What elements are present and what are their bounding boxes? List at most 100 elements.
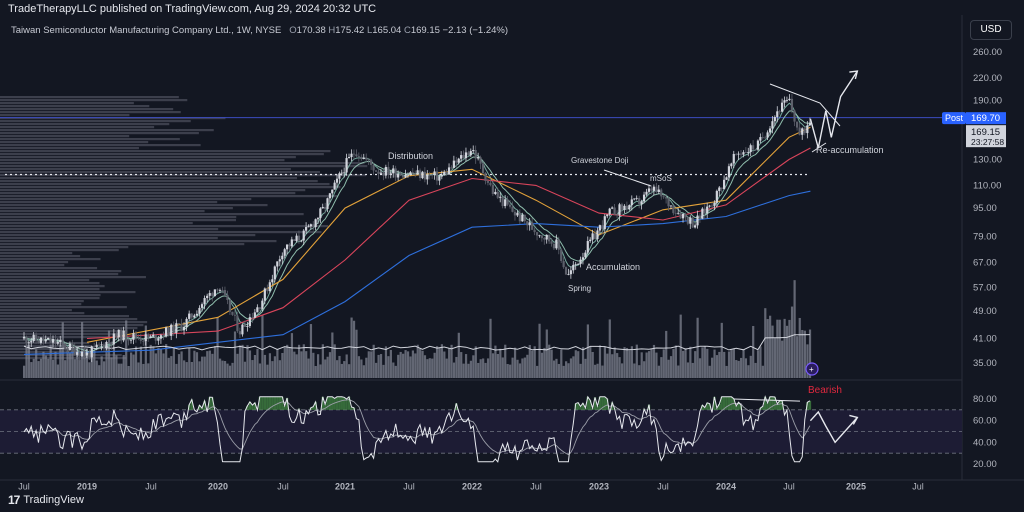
candle-body (491, 185, 494, 194)
volume-bar (120, 363, 123, 378)
candle-body (246, 326, 249, 327)
volume-profile-bar (0, 153, 324, 156)
candle-body (650, 188, 653, 191)
volume-bar (735, 360, 738, 378)
volume-bar (747, 365, 750, 378)
volume-bar (105, 344, 108, 378)
volume-profile-bar (0, 264, 65, 267)
volume-bar (581, 347, 585, 378)
wedge-trendline (769, 83, 841, 127)
volume-bar (404, 350, 407, 378)
volume-bar (720, 322, 723, 378)
volume-profile-bar (0, 210, 205, 213)
candle-body (469, 151, 472, 156)
tradingview-logo-icon: 17 (8, 493, 20, 507)
candle-body (61, 339, 64, 344)
volume-bar (399, 351, 402, 378)
volume-bar (54, 351, 57, 378)
volume-bar (536, 365, 539, 378)
publisher-line: TradeTherapyLLC published on TradingView… (8, 3, 377, 15)
time-axis-tick: 2020 (208, 481, 228, 491)
volume-bar (416, 344, 419, 378)
candle-body (295, 235, 298, 241)
volume-profile-bar (0, 99, 188, 102)
time-axis-tick: 2023 (589, 481, 609, 491)
volume-bar (509, 364, 512, 378)
volume-bar (528, 344, 531, 378)
candle-body (203, 298, 206, 305)
candle-body (457, 158, 460, 163)
volume-bar (302, 344, 305, 378)
volume-profile-bar (0, 168, 291, 171)
candle-body (238, 331, 242, 335)
price-axis-tick: 190.00 (973, 96, 1002, 107)
candle-body (579, 259, 582, 265)
time-axis-tick: 2019 (77, 481, 97, 491)
candle-body (720, 187, 723, 189)
volume-bar (198, 361, 201, 378)
candle-body (776, 111, 779, 118)
candle-body (479, 157, 482, 164)
tradingview-brand[interactable]: 17 TradingView (8, 493, 84, 507)
volume-profile-bar (0, 195, 338, 198)
volume-ma-line (23, 334, 810, 351)
candle-body (608, 208, 611, 215)
volume-profile-bar (0, 96, 179, 99)
candle-body (460, 155, 463, 159)
candle-body (134, 333, 138, 338)
volume-profile-bar (0, 246, 129, 249)
last-price-badge (966, 125, 1006, 148)
volume-profile-bar (0, 294, 101, 297)
volume-bar (543, 347, 546, 378)
volume-bar (183, 360, 186, 378)
reaccumulation-pointer (811, 142, 827, 153)
candle-body (350, 153, 353, 158)
candle-body (154, 334, 157, 341)
candle-body (438, 176, 441, 181)
candle-body (288, 244, 291, 247)
candle-body (253, 312, 256, 318)
candle-body (374, 170, 378, 172)
candle-body (362, 157, 365, 159)
volume-bar (93, 349, 96, 378)
volume-profile-bar (0, 261, 69, 264)
candle-body (233, 314, 237, 316)
volume-bar (246, 345, 249, 378)
candle-body (83, 351, 86, 356)
price-axis-tick: 67.00 (973, 257, 997, 268)
volume-bar (638, 365, 641, 378)
candle-body (703, 208, 706, 214)
rsi-axis-tick: 40.00 (973, 437, 997, 448)
volume-bar (137, 362, 140, 378)
candle-body (256, 307, 259, 313)
event-marker-icon[interactable] (805, 362, 819, 376)
time-axis-tick: Jul (403, 481, 415, 491)
volume-bar (394, 365, 397, 378)
candle-body (343, 172, 346, 174)
candle-body (560, 249, 563, 262)
volume-profile-bar (0, 183, 330, 186)
volume-bar (175, 363, 178, 378)
symbol-name: Taiwan Semiconductor Manufacturing Compa… (11, 25, 282, 36)
volume-bar (276, 348, 279, 378)
currency-button[interactable]: USD (970, 20, 1012, 40)
time-axis-tick: Jul (657, 481, 669, 491)
volume-bar (336, 360, 339, 378)
price-axis-tick: 49.00 (973, 306, 997, 317)
volume-bar (698, 358, 702, 378)
volume-bar (392, 362, 395, 378)
volume-bar (357, 356, 361, 378)
candle-body (137, 337, 140, 339)
volume-bar (467, 363, 470, 378)
volume-profile-bar (0, 348, 80, 351)
volume-profile-bar (0, 135, 130, 138)
volume-bar (440, 344, 443, 378)
volume-bar (39, 358, 43, 378)
candle-body (766, 132, 769, 138)
volume-bar (71, 346, 74, 378)
candle-body (501, 196, 504, 207)
volume-bar (511, 357, 514, 378)
volume-bar (314, 365, 317, 378)
volume-bar (142, 363, 145, 378)
